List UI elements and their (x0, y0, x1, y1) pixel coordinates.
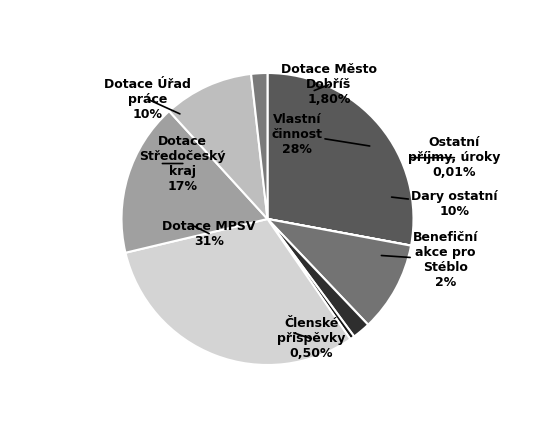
Text: Dotace Město
Dobříš
1,80%: Dotace Město Dobříš 1,80% (281, 63, 377, 106)
Text: Členské
příspěvky
0,50%: Členské příspěvky 0,50% (277, 317, 346, 360)
Wedge shape (268, 219, 411, 325)
Text: Dotace Úřad
práce
10%: Dotace Úřad práce 10% (104, 78, 191, 121)
Text: Benefiční
akce pro
Stéblo
2%: Benefiční akce pro Stéblo 2% (381, 231, 478, 289)
Wedge shape (251, 73, 268, 219)
Text: Ostatní
příjmy, úroky
0,01%: Ostatní příjmy, úroky 0,01% (408, 136, 501, 179)
Text: Dotace MPSV
31%: Dotace MPSV 31% (162, 219, 256, 247)
Wedge shape (169, 74, 268, 219)
Wedge shape (121, 111, 268, 253)
Text: Vlastní
činnost
28%: Vlastní činnost 28% (271, 113, 370, 156)
Wedge shape (268, 219, 368, 336)
Wedge shape (268, 219, 354, 339)
Wedge shape (125, 219, 350, 365)
Text: Dary ostatní
10%: Dary ostatní 10% (392, 191, 498, 219)
Text: Dotace
Středočeský
kraj
17%: Dotace Středočeský kraj 17% (140, 134, 226, 193)
Wedge shape (268, 219, 411, 246)
Wedge shape (268, 73, 414, 246)
